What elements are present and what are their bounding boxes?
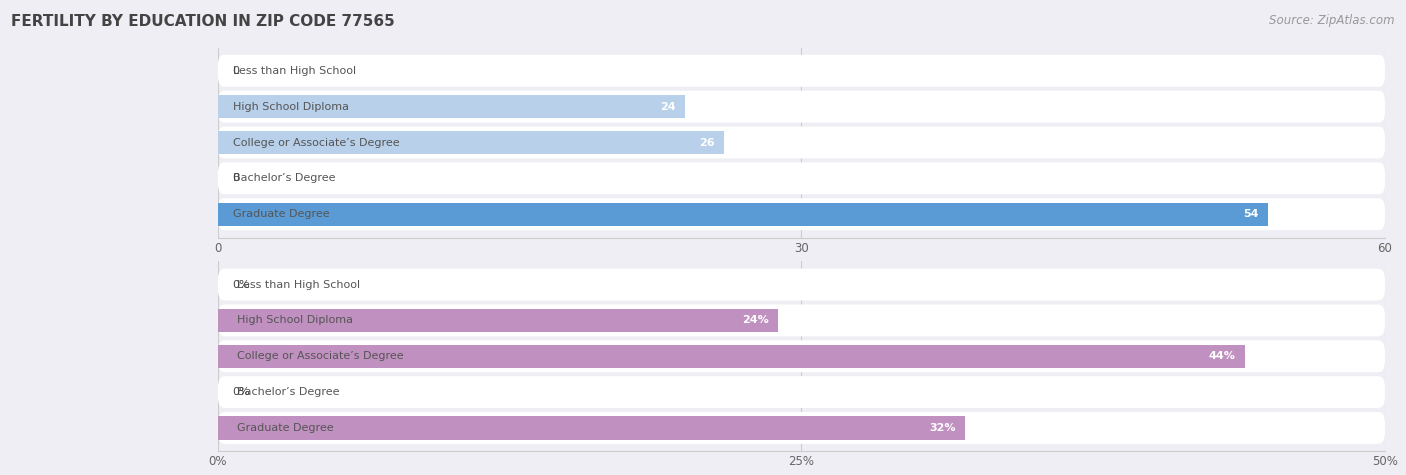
FancyBboxPatch shape bbox=[218, 268, 1385, 301]
Text: 24%: 24% bbox=[742, 315, 769, 325]
Text: 0: 0 bbox=[232, 173, 239, 183]
Text: High School Diploma: High School Diploma bbox=[233, 102, 350, 112]
FancyBboxPatch shape bbox=[218, 376, 1385, 408]
Text: 0%: 0% bbox=[232, 387, 249, 397]
Bar bbox=[218, 202, 1268, 226]
Text: 24: 24 bbox=[659, 102, 675, 112]
Text: 0: 0 bbox=[232, 66, 239, 76]
Bar bbox=[218, 309, 778, 332]
Bar bbox=[218, 131, 724, 154]
Text: FERTILITY BY EDUCATION IN ZIP CODE 77565: FERTILITY BY EDUCATION IN ZIP CODE 77565 bbox=[11, 14, 395, 29]
Text: Graduate Degree: Graduate Degree bbox=[236, 423, 333, 433]
FancyBboxPatch shape bbox=[218, 198, 1385, 230]
Text: 54: 54 bbox=[1243, 209, 1258, 219]
Text: Bachelor’s Degree: Bachelor’s Degree bbox=[236, 387, 339, 397]
Text: Bachelor’s Degree: Bachelor’s Degree bbox=[233, 173, 336, 183]
Bar bbox=[218, 416, 965, 439]
FancyBboxPatch shape bbox=[218, 55, 1385, 87]
Text: College or Associate’s Degree: College or Associate’s Degree bbox=[233, 137, 401, 148]
FancyBboxPatch shape bbox=[218, 162, 1385, 194]
Text: 32%: 32% bbox=[929, 423, 956, 433]
Bar bbox=[218, 95, 685, 118]
FancyBboxPatch shape bbox=[218, 126, 1385, 159]
Text: College or Associate’s Degree: College or Associate’s Degree bbox=[236, 351, 404, 361]
Text: 0%: 0% bbox=[232, 280, 249, 290]
Text: 26: 26 bbox=[699, 137, 714, 148]
Bar bbox=[218, 344, 1244, 368]
Text: Graduate Degree: Graduate Degree bbox=[233, 209, 330, 219]
FancyBboxPatch shape bbox=[218, 91, 1385, 123]
Text: Source: ZipAtlas.com: Source: ZipAtlas.com bbox=[1270, 14, 1395, 27]
Text: 44%: 44% bbox=[1209, 351, 1236, 361]
Text: Less than High School: Less than High School bbox=[233, 66, 357, 76]
FancyBboxPatch shape bbox=[218, 412, 1385, 444]
FancyBboxPatch shape bbox=[218, 304, 1385, 336]
FancyBboxPatch shape bbox=[218, 340, 1385, 372]
Text: High School Diploma: High School Diploma bbox=[236, 315, 353, 325]
Text: Less than High School: Less than High School bbox=[236, 280, 360, 290]
